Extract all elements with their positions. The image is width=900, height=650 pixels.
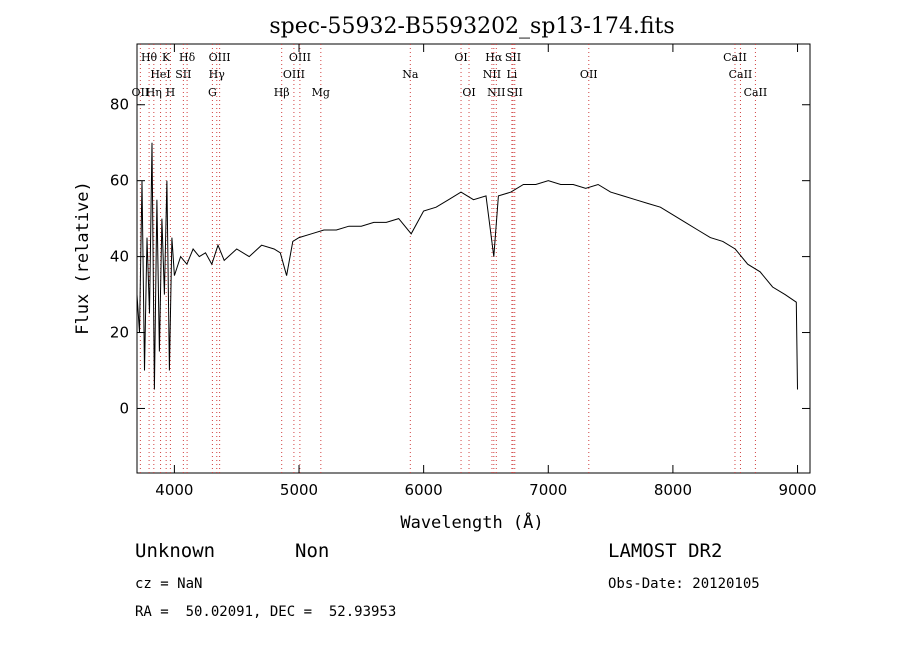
spectral-line-label: Hη [146,86,162,99]
y-tick-label: 0 [119,399,129,417]
spectral-line-label: NII [483,68,501,81]
x-tick-label: 8000 [654,481,692,499]
spectral-line-label: K [162,51,171,64]
spectral-line-markers [139,44,756,473]
y-tick-label: 20 [110,324,129,342]
spectral-line-label: HeI [150,68,170,81]
spectral-line-label: OII [580,68,598,81]
plot-frame [136,43,811,474]
coords-text: RA = 50.02091, DEC = 52.93953 [135,604,397,620]
subclass-label: Non [295,540,330,562]
x-axis-label: Wavelength (Å) [400,511,543,533]
obs-date-text: Obs-Date: 20120105 [608,576,760,592]
y-tick-label: 40 [110,248,129,266]
spectral-line-label: OIII [289,51,311,64]
spectral-line-label: CaII [723,51,747,64]
x-tick-label: 7000 [529,481,567,499]
spectral-line-label: Hθ [141,51,158,64]
spectral-line-label: CaII [744,86,768,99]
spectral-line-label: Hγ [209,68,226,81]
spectral-line-label: OII [132,86,150,99]
spectral-line-label: Hα [485,51,503,64]
x-tick-label: 4000 [155,481,193,499]
y-axis-ticks: 0 20 40 60 80 [110,96,810,417]
spectral-line-label: CaII [729,68,753,81]
chart-title: spec-55932-B5593202_sp13-174.fits [269,14,674,39]
spectral-line-label: SII [507,86,523,99]
spectral-line-label: SII [175,68,191,81]
survey-label: LAMOST DR2 [608,540,723,562]
x-axis-ticks: 4000 5000 6000 7000 8000 9000 [155,44,817,499]
spectral-line-label: NII [487,86,505,99]
y-tick-label: 80 [110,96,129,114]
y-axis-label: Flux (relative) [73,181,93,335]
spectral-line-label: Li [506,68,517,81]
spectral-line-label: Hδ [179,51,196,64]
spectral-line-label: SII [505,51,521,64]
spectrum-series-line [136,142,798,390]
spectral-line-label: Na [402,68,419,81]
y-tick-label: 60 [110,172,129,190]
spectral-line-label: OI [462,86,475,99]
spectral-line-label: OI [454,51,467,64]
spectral-line-label: Mg [312,86,330,99]
x-tick-label: 6000 [405,481,443,499]
spectral-line-label: Hβ [274,86,290,99]
spectral-line-label: H [166,86,176,99]
spectrum-chart: spec-55932-B5593202_sp13-174.fits Hθ K Hδ O… [73,14,817,533]
spectral-line-label: OIII [283,68,305,81]
x-tick-label: 5000 [280,481,318,499]
spectral-line-label: G [208,86,217,99]
class-label: Unknown [135,540,216,562]
spectral-line-label: OIII [209,51,231,64]
cz-text: cz = NaN [135,576,203,592]
x-tick-label: 9000 [778,481,816,499]
